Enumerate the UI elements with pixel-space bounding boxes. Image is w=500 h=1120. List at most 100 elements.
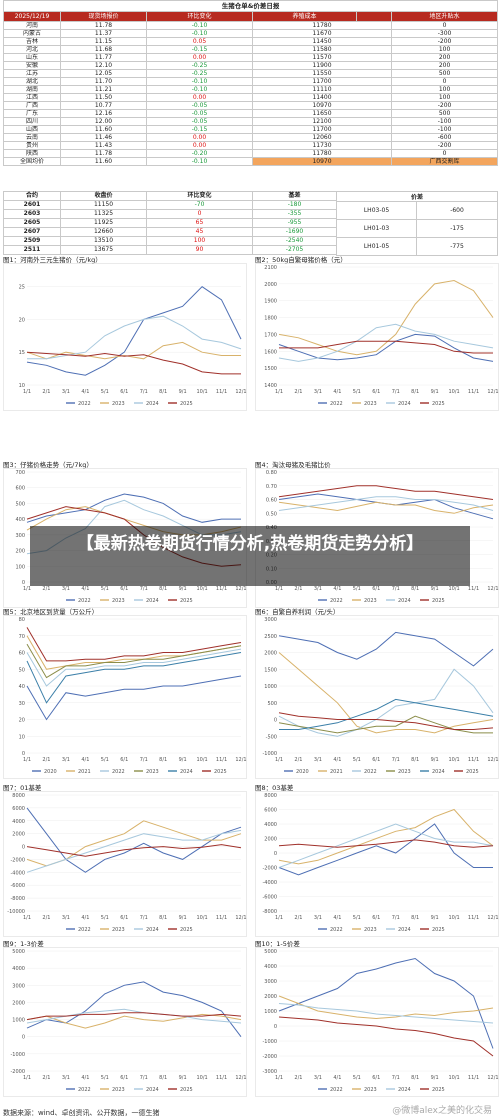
x-tick-label: 4/1 [333,586,341,592]
x-tick-label: 7/1 [140,757,148,763]
x-tick-label: 7/1 [140,915,148,921]
legend-label: 2025 [466,769,479,775]
change-cell: 0.05 [146,37,253,46]
spread-row: LH03-05 -600 [336,201,499,220]
chart-svg: -10000 -8000 -6000 -4000 -2000 0 2000 4000 6000 8… [3,791,247,937]
header-cell: 地区升贴水 [390,11,499,22]
spread-value-cell: -600 [415,201,499,220]
contract-cell: 2509 [3,236,61,246]
avg-price-cell: 11.60 [60,157,147,166]
x-tick-label: 11/1 [216,757,227,763]
header-cell: 养殖成本 [252,11,357,22]
table-row: 贵州 11.43 0.00 11730 -200 [3,141,499,150]
chart-panel: 图5：北京地区到货量（万公斤） 0 10 20 30 40 50 60 70 80 1/1 2/1 3/… [3,606,249,780]
change-cell: -0.20 [146,149,253,158]
premium-cell: 100 [390,93,499,102]
x-tick-label: 8/1 [159,586,167,592]
region-cell: 河北 [3,45,61,54]
premium-cell: 0 [390,149,499,158]
premium-cell: 200 [390,53,499,62]
y-tick-label: 3000 [264,979,277,985]
region-cell: 吉林 [3,37,61,46]
close-cell: 11325 [60,209,147,219]
legend-label: 2023 [364,598,377,604]
price-cell: 11.70 [60,77,147,86]
y-tick-label: 1000 [264,1009,277,1015]
x-tick-label: 1/1 [23,389,31,395]
y-tick-label: -8000 [10,896,25,902]
x-tick-label: 8/1 [159,757,167,763]
chart-title: 图10：1-5价差 [255,940,300,948]
x-tick-label: 10/1 [196,586,207,592]
x-tick-label: 1/1 [23,915,31,921]
contract-table: 合约 收盘价 环比变化 基差 2601 11150 -70 -180 2603 11325 0 -3… [3,191,337,255]
y-tick-label: 3000 [12,983,25,989]
table-row: 湖北 11.70 -0.10 11700 0 [3,77,499,86]
spread-name-cell: LH03-05 [336,201,417,220]
x-tick-label: 10/1 [448,915,459,921]
x-tick-label: 11/1 [468,389,479,395]
series-line-2023 [278,715,493,734]
series-line-2024 [278,1003,494,1024]
x-tick-label: 4/1 [81,757,89,763]
chart-title: 图9：1-3价差 [3,940,44,948]
y-tick-label: 2100 [264,265,277,271]
y-tick-label: 10 [19,734,25,740]
region-cell: 湖北 [3,77,61,86]
x-tick-label: 8/1 [411,915,419,921]
x-tick-label: 12/1 [235,389,246,395]
x-tick-label: 11/1 [468,586,479,592]
change-cell: -0.05 [146,109,253,118]
legend-label: 2025 [432,1087,445,1093]
x-tick-label: 1/1 [23,1075,31,1081]
close-cell: 13510 [60,236,147,246]
legend-label: 2023 [146,769,159,775]
series-line-2025 [26,351,241,375]
x-tick-label: 8/1 [159,389,167,395]
x-tick-label: 9/1 [179,389,187,395]
x-tick-label: 7/1 [392,586,400,592]
x-tick-label: 9/1 [431,915,439,921]
x-tick-label: 3/1 [62,389,70,395]
avg-region-cell: 全国均价 [3,157,61,166]
x-tick-label: 8/1 [411,757,419,763]
series-line-2023 [26,341,241,360]
legend-label: 2023 [398,769,411,775]
series-line-2025 [278,1016,494,1057]
table-row: 山西 11.60 -0.15 11700 -100 [3,125,499,134]
y-tick-label: -2000 [262,1054,277,1060]
price-cell: 11.50 [60,93,147,102]
contract-change-cell: -70 [146,200,253,210]
legend-label: 2024 [398,401,411,407]
spread-name-cell: LH01-03 [336,219,417,238]
x-tick-label: 4/1 [81,1075,89,1081]
y-tick-label: 10 [19,383,25,389]
x-tick-label: 11/1 [216,586,227,592]
chart-panel: 图8：03基差 -8000 -6000 -4000 -2000 0 2000 4000 6000… [255,782,500,938]
series-line-2020 [278,631,494,667]
legend-label: 2021 [330,769,343,775]
x-tick-label: 6/1 [120,586,128,592]
x-tick-label: 12/1 [487,757,498,763]
y-tick-label: -6000 [262,895,277,901]
legend-label: 2024 [146,927,159,933]
chart-title: 图8：03基差 [255,784,294,792]
legend-label: 2025 [180,927,193,933]
cost-cell: 11450 [252,37,392,46]
chart-panel: 图6：自繁自养利润（元/头） -1000 -500 0 500 1000 1500 2000 2… [255,606,500,780]
chart-svg: 1400 1500 1600 1700 1800 1900 2000 2100 1/1 2/1 3/… [255,263,499,411]
table-row: 江西 11.50 0.00 11400 100 [3,93,499,102]
chart-title: 图3：仔猪价格走势（元/7kg） [3,461,93,469]
legend-label: 2022 [330,401,343,407]
x-tick-label: 3/1 [62,757,70,763]
chart-svg: -3000 -2000 -1000 0 1000 2000 3000 4000 5000 1/1 2… [255,947,499,1097]
series-line-2021 [278,652,494,734]
y-tick-label: 20 [19,718,25,724]
price-cell: 11.78 [60,149,147,158]
x-tick-label: 6/1 [372,389,380,395]
chart-frame [3,791,247,937]
y-tick-label: -1000 [262,1039,277,1045]
basis-cell: -180 [252,200,337,210]
premium-cell: 100 [390,85,499,94]
cost-cell: 11550 [252,69,392,78]
